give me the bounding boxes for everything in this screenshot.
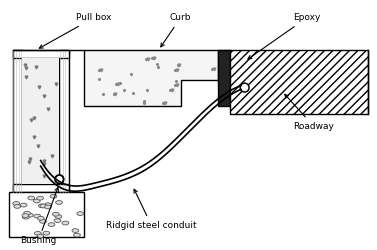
Ellipse shape xyxy=(77,212,84,216)
Ellipse shape xyxy=(37,234,44,238)
FancyBboxPatch shape xyxy=(22,58,60,184)
Circle shape xyxy=(57,177,62,182)
Ellipse shape xyxy=(54,219,61,222)
Circle shape xyxy=(242,84,248,90)
Ellipse shape xyxy=(13,202,20,205)
Ellipse shape xyxy=(28,196,35,200)
Circle shape xyxy=(240,83,249,92)
Ellipse shape xyxy=(20,203,27,207)
Ellipse shape xyxy=(22,214,29,218)
FancyBboxPatch shape xyxy=(12,184,69,192)
Ellipse shape xyxy=(44,205,51,209)
FancyBboxPatch shape xyxy=(218,50,230,106)
Ellipse shape xyxy=(62,221,69,225)
Ellipse shape xyxy=(40,204,47,208)
Text: Roadway: Roadway xyxy=(285,94,334,131)
Polygon shape xyxy=(84,50,218,106)
Text: Curb: Curb xyxy=(161,13,191,47)
Text: Pull box: Pull box xyxy=(39,13,112,48)
FancyBboxPatch shape xyxy=(60,50,69,192)
Text: Bushing: Bushing xyxy=(20,188,58,245)
Ellipse shape xyxy=(34,214,41,218)
Ellipse shape xyxy=(52,212,59,216)
Ellipse shape xyxy=(37,216,44,220)
Ellipse shape xyxy=(24,211,31,215)
Polygon shape xyxy=(9,192,84,237)
Polygon shape xyxy=(230,50,368,114)
Ellipse shape xyxy=(23,215,29,219)
Ellipse shape xyxy=(43,231,50,235)
FancyBboxPatch shape xyxy=(12,50,69,58)
FancyBboxPatch shape xyxy=(12,50,22,192)
Text: Ridgid steel conduit: Ridgid steel conduit xyxy=(106,189,197,230)
Ellipse shape xyxy=(14,204,21,208)
Ellipse shape xyxy=(38,204,45,208)
Text: Epoxy: Epoxy xyxy=(248,13,321,59)
Ellipse shape xyxy=(48,223,55,226)
Ellipse shape xyxy=(56,200,63,204)
Ellipse shape xyxy=(34,199,40,203)
Ellipse shape xyxy=(74,233,80,237)
Ellipse shape xyxy=(40,220,46,223)
Ellipse shape xyxy=(72,229,79,232)
Circle shape xyxy=(55,175,64,184)
Ellipse shape xyxy=(37,196,43,200)
Ellipse shape xyxy=(44,203,51,206)
Ellipse shape xyxy=(50,194,57,198)
Ellipse shape xyxy=(55,215,62,218)
Ellipse shape xyxy=(34,232,41,235)
Ellipse shape xyxy=(26,213,33,217)
